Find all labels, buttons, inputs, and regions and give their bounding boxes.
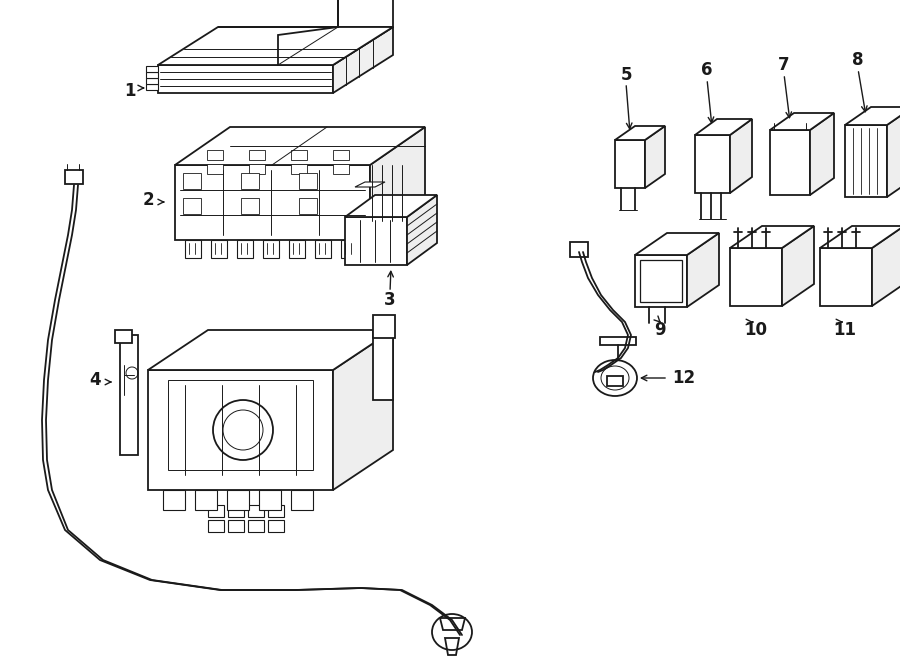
Polygon shape xyxy=(730,226,814,248)
Polygon shape xyxy=(175,127,425,165)
Polygon shape xyxy=(237,240,253,258)
Text: 5: 5 xyxy=(620,66,632,84)
Polygon shape xyxy=(195,490,217,510)
Polygon shape xyxy=(635,233,719,255)
Polygon shape xyxy=(218,0,393,27)
Polygon shape xyxy=(268,505,284,517)
Polygon shape xyxy=(333,164,349,174)
Text: 10: 10 xyxy=(744,321,768,339)
Polygon shape xyxy=(278,0,393,65)
Polygon shape xyxy=(183,173,201,189)
Polygon shape xyxy=(299,173,317,189)
Polygon shape xyxy=(373,315,395,338)
Polygon shape xyxy=(289,240,305,258)
Polygon shape xyxy=(440,618,465,630)
Polygon shape xyxy=(695,119,752,135)
Polygon shape xyxy=(263,240,279,258)
Polygon shape xyxy=(207,164,223,174)
Text: 12: 12 xyxy=(672,369,695,387)
Polygon shape xyxy=(248,505,264,517)
Polygon shape xyxy=(730,248,782,306)
Polygon shape xyxy=(249,164,265,174)
Polygon shape xyxy=(333,27,393,93)
Polygon shape xyxy=(770,130,810,195)
Polygon shape xyxy=(299,198,317,214)
Polygon shape xyxy=(185,240,201,258)
Polygon shape xyxy=(635,255,687,307)
Polygon shape xyxy=(373,330,393,400)
Polygon shape xyxy=(175,165,370,240)
Polygon shape xyxy=(820,226,900,248)
Polygon shape xyxy=(345,217,407,265)
Polygon shape xyxy=(341,240,357,258)
Text: 9: 9 xyxy=(654,321,666,339)
Polygon shape xyxy=(645,126,665,188)
Polygon shape xyxy=(770,113,834,130)
Polygon shape xyxy=(730,119,752,193)
Text: 6: 6 xyxy=(701,61,713,79)
Polygon shape xyxy=(782,226,814,306)
Polygon shape xyxy=(600,337,636,345)
Text: 2: 2 xyxy=(142,191,154,209)
Polygon shape xyxy=(148,370,333,490)
Polygon shape xyxy=(445,638,459,655)
Polygon shape xyxy=(158,27,393,65)
Polygon shape xyxy=(887,107,900,197)
Polygon shape xyxy=(615,140,645,188)
Polygon shape xyxy=(158,65,333,93)
Polygon shape xyxy=(291,490,313,510)
Polygon shape xyxy=(115,330,132,343)
Polygon shape xyxy=(291,150,307,160)
Text: 1: 1 xyxy=(124,82,136,100)
Polygon shape xyxy=(291,164,307,174)
Polygon shape xyxy=(370,127,425,240)
Polygon shape xyxy=(333,150,349,160)
Polygon shape xyxy=(810,113,834,195)
Polygon shape xyxy=(820,248,872,306)
Polygon shape xyxy=(268,520,284,532)
Polygon shape xyxy=(640,260,682,302)
Text: 8: 8 xyxy=(852,51,864,69)
Polygon shape xyxy=(315,240,331,258)
Polygon shape xyxy=(241,198,259,214)
Polygon shape xyxy=(407,195,437,265)
Polygon shape xyxy=(146,84,158,90)
Polygon shape xyxy=(355,182,385,187)
Polygon shape xyxy=(148,330,393,370)
Polygon shape xyxy=(207,150,223,160)
Polygon shape xyxy=(211,240,227,258)
Polygon shape xyxy=(249,150,265,160)
Polygon shape xyxy=(146,72,158,78)
Polygon shape xyxy=(687,233,719,307)
Text: 3: 3 xyxy=(384,291,396,309)
Polygon shape xyxy=(259,490,281,510)
Polygon shape xyxy=(695,135,730,193)
Polygon shape xyxy=(345,195,437,217)
Polygon shape xyxy=(163,490,185,510)
Polygon shape xyxy=(183,198,201,214)
Polygon shape xyxy=(228,520,244,532)
Polygon shape xyxy=(65,170,83,184)
Polygon shape xyxy=(615,126,665,140)
Text: 11: 11 xyxy=(833,321,857,339)
Text: 4: 4 xyxy=(89,371,101,389)
Polygon shape xyxy=(845,107,900,125)
Polygon shape xyxy=(208,520,224,532)
Polygon shape xyxy=(208,505,224,517)
Polygon shape xyxy=(146,66,158,72)
Polygon shape xyxy=(241,173,259,189)
Polygon shape xyxy=(248,520,264,532)
Text: 7: 7 xyxy=(778,56,790,74)
Polygon shape xyxy=(228,505,244,517)
Polygon shape xyxy=(120,335,138,455)
Polygon shape xyxy=(872,226,900,306)
Polygon shape xyxy=(333,330,393,490)
Polygon shape xyxy=(607,376,623,386)
Polygon shape xyxy=(146,78,158,84)
Polygon shape xyxy=(570,242,588,257)
Polygon shape xyxy=(227,490,249,510)
Polygon shape xyxy=(845,125,887,197)
